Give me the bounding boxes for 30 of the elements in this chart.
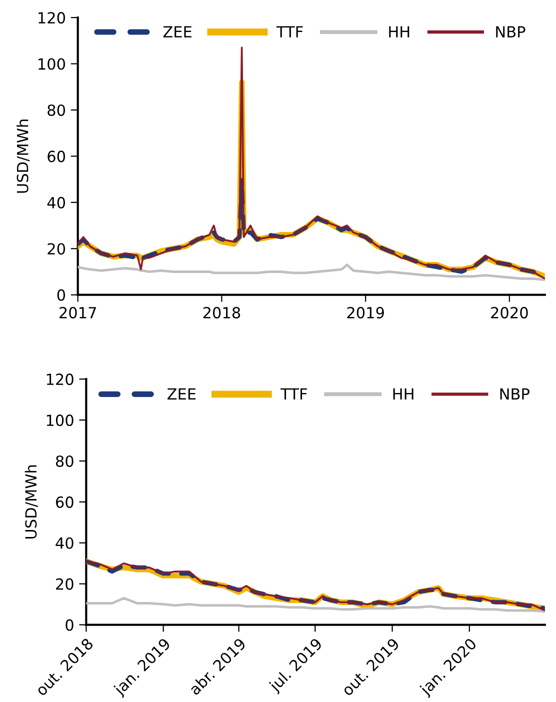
legend-label: HH	[393, 388, 414, 400]
y-tick-label: 0	[57, 289, 66, 301]
legend-label: TTF	[276, 26, 303, 38]
legend-label: ZEE	[163, 26, 192, 38]
y-axis-title: USD/MWh	[16, 120, 30, 193]
y-axis-title: USD/MWh	[24, 465, 38, 538]
y-tick-label: 0	[66, 619, 74, 631]
legend-label: HH	[389, 26, 410, 38]
y-tick-label: 100	[38, 58, 66, 70]
y-tick-label: 60	[48, 150, 66, 162]
x-tick-label: 2020	[491, 306, 528, 318]
y-tick-label: 120	[38, 12, 66, 24]
line-series	[86, 596, 545, 613]
y-tick-label: 80	[48, 104, 66, 116]
line-series	[78, 264, 545, 282]
x-tick-label: 2018	[203, 306, 240, 318]
y-tick-label: 20	[48, 243, 66, 255]
y-tick-label: 40	[56, 537, 74, 549]
y-tick-label: 20	[56, 578, 74, 590]
legend-label: NBP	[496, 26, 526, 38]
y-tick-label: 100	[46, 414, 74, 426]
x-tick-label: 2019	[347, 306, 384, 318]
y-tick-label: 80	[56, 455, 74, 467]
y-tick-label: 40	[47, 196, 66, 208]
y-tick-label: 120	[46, 374, 74, 386]
legend-label: NBP	[500, 388, 530, 400]
y-tick-label: 60	[56, 496, 74, 508]
legend-label: ZEE	[167, 388, 196, 400]
legend-label: TTF	[280, 388, 307, 400]
x-tick-label: 2017	[60, 306, 96, 318]
